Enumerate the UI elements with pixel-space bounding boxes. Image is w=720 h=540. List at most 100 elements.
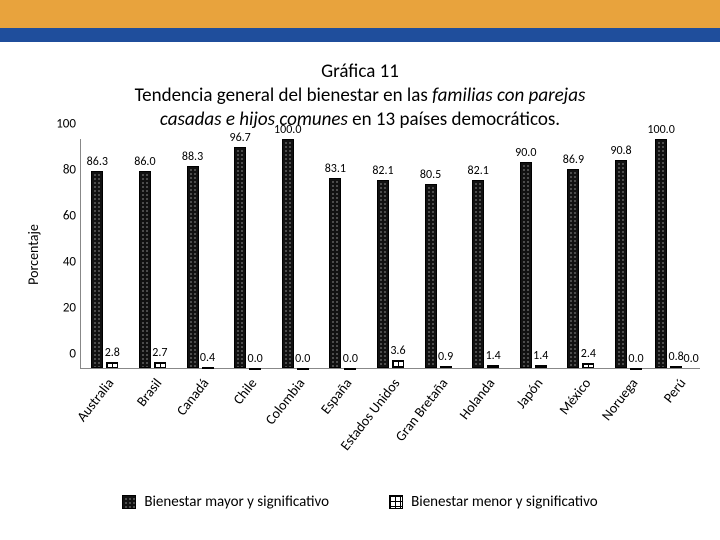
x-tick: Noruega — [605, 369, 653, 489]
x-tick-label: Brasil — [133, 375, 165, 410]
header-blue-band — [0, 28, 720, 42]
x-tick-label: Australia — [73, 375, 117, 425]
x-tick-label: México — [555, 375, 594, 418]
bar-fill — [567, 169, 579, 368]
y-axis-ticks: 020406080100 — [46, 139, 80, 369]
bar-menor: 3.6 — [392, 360, 404, 368]
x-tick-label: Holanda — [456, 375, 499, 423]
bar-fill — [234, 147, 246, 368]
category-group: 100.00.80.0 — [652, 139, 700, 368]
bar-fill — [425, 184, 437, 368]
x-tick-label: Chile — [230, 375, 261, 408]
legend-swatch-squares — [389, 495, 403, 509]
x-tick: México — [557, 369, 605, 489]
value-label: 90.0 — [515, 146, 536, 162]
value-label: 2.4 — [581, 347, 596, 363]
x-tick-label: Noruega — [598, 375, 641, 424]
bar-fill — [655, 139, 667, 368]
bar-fill — [282, 139, 294, 368]
value-label: 96.7 — [229, 131, 250, 147]
bar-fill — [329, 178, 341, 368]
chart-container: Gráfica 11 Tendencia general del bienest… — [20, 60, 700, 530]
value-label: 90.8 — [610, 144, 631, 160]
x-tick: Colombia — [271, 369, 319, 489]
bar-mayor: 90.8 — [615, 160, 627, 368]
value-label: 0.0 — [343, 352, 358, 368]
category-group: 96.70.0 — [224, 139, 272, 368]
value-label: 0.8 — [669, 350, 684, 366]
bar-fill — [670, 366, 682, 368]
bar-fill — [520, 162, 532, 368]
value-label: 86.9 — [563, 153, 584, 169]
category-group: 83.10.0 — [319, 139, 367, 368]
bar-fill — [615, 160, 627, 368]
value-label: 1.4 — [486, 349, 501, 365]
category-group: 86.02.7 — [129, 139, 177, 368]
value-label: 80.5 — [420, 168, 441, 184]
category-group: 82.1 3.6 — [367, 139, 415, 368]
bars-group: 86.32.886.02.788.30.496.70.0100.00.083.1… — [81, 139, 700, 368]
title-line3-ital: casadas e hijos comunes — [160, 108, 348, 131]
value-label: 0.0 — [248, 352, 263, 368]
x-tick: Perú — [652, 369, 700, 489]
x-axis-labels: AustraliaBrasilCanadáChileColombiaEspaña… — [80, 369, 700, 489]
title-line3b: en 13 países democráticos. — [348, 108, 560, 131]
value-label: 82.1 — [372, 164, 393, 180]
bar-fill — [139, 171, 151, 368]
bar-mayor: 96.7 — [234, 147, 246, 368]
bar-mayor: 86.9 — [567, 169, 579, 368]
y-tick: 60 — [63, 209, 76, 224]
bar-mayor: 83.1 — [329, 178, 341, 368]
bar-mayor: 86.3 — [91, 171, 103, 369]
bar-menor: 0.9 — [440, 366, 452, 368]
bar-mayor: 88.3 — [187, 166, 199, 368]
x-tick: Australia — [80, 369, 128, 489]
legend-swatch-dots — [122, 495, 136, 509]
value-label: 82.1 — [468, 164, 489, 180]
category-group: 90.80.0 — [605, 139, 653, 368]
value-label: 100.0 — [274, 123, 301, 139]
chart-title: Gráfica 11 Tendencia general del bienest… — [20, 60, 700, 139]
bar-fill — [91, 171, 103, 369]
y-tick: 0 — [69, 347, 76, 362]
category-group: 100.00.0 — [271, 139, 319, 368]
x-tick-label: Perú — [660, 375, 689, 406]
x-tick: Brasil — [128, 369, 176, 489]
x-tick-label: Canadá — [173, 375, 212, 419]
bar-mayor: 82.1 — [472, 180, 484, 368]
category-group: 80.5 0.9 — [414, 139, 462, 368]
bar-menor: 2.7 — [154, 362, 166, 368]
value-label: 100.0 — [647, 123, 674, 139]
bar-fill — [582, 363, 594, 368]
value-label: 86.3 — [87, 155, 108, 171]
x-tick: Japón — [509, 369, 557, 489]
header-gold-band — [0, 0, 720, 28]
x-tick: Holanda — [462, 369, 510, 489]
title-line2a: Tendencia general del bienestar en las — [135, 84, 433, 107]
bar-menor: 1.4 — [487, 365, 499, 368]
bar-fill — [440, 366, 452, 368]
bar-mayor: 86.0 — [139, 171, 151, 368]
bar-fill — [487, 365, 499, 368]
bar-menor: 2.8 — [106, 362, 118, 368]
category-group: 86.32.8 — [81, 139, 129, 368]
x-tick: Gran Bretaña — [414, 369, 462, 489]
legend-label-menor: Bienestar menor y significativo — [411, 493, 598, 511]
bar-fill — [106, 362, 118, 368]
y-tick: 100 — [56, 117, 76, 132]
bar-mayor: 90.0 — [520, 162, 532, 368]
bar-mayor: 100.0 — [282, 139, 294, 368]
value-label: 0.0 — [684, 352, 699, 368]
y-tick: 20 — [63, 301, 76, 316]
x-tick: Chile — [223, 369, 271, 489]
bar-fill — [377, 180, 389, 368]
bar-fill — [154, 362, 166, 368]
value-label: 86.0 — [134, 155, 155, 171]
bar-menor: 1.4 — [535, 365, 547, 368]
value-label: 2.8 — [105, 346, 120, 362]
y-axis-label: Porcentaje — [25, 224, 42, 285]
legend-item-menor: Bienestar menor y significativo — [389, 493, 598, 511]
x-tick-label: Japón — [513, 375, 547, 412]
value-label: 0.4 — [200, 351, 215, 367]
bar-fill — [392, 360, 404, 368]
